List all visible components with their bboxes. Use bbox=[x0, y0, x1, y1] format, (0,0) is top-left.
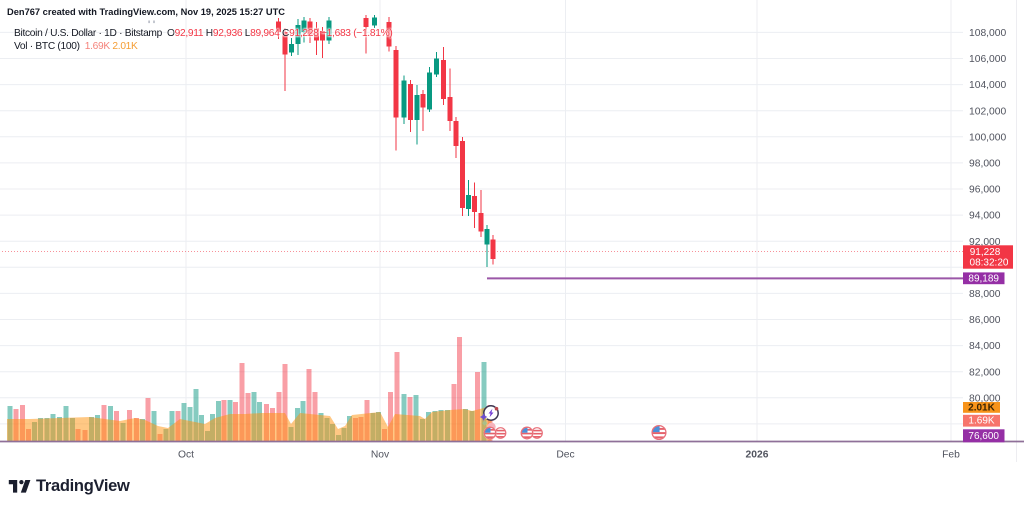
svg-text:102,000: 102,000 bbox=[969, 106, 1006, 117]
svg-text:108,000: 108,000 bbox=[969, 28, 1006, 39]
svg-text:106,000: 106,000 bbox=[969, 54, 1006, 65]
svg-text:2.01K: 2.01K bbox=[968, 402, 995, 413]
svg-text:98,000: 98,000 bbox=[969, 159, 1001, 170]
svg-text:08:32:20: 08:32:20 bbox=[970, 258, 1009, 269]
svg-text:2026: 2026 bbox=[746, 450, 769, 461]
svg-text:94,000: 94,000 bbox=[969, 211, 1001, 222]
svg-text:104,000: 104,000 bbox=[969, 80, 1006, 91]
svg-text:86,000: 86,000 bbox=[969, 315, 1001, 326]
svg-text:84,000: 84,000 bbox=[969, 341, 1001, 352]
svg-text:96,000: 96,000 bbox=[969, 185, 1001, 196]
svg-text:Nov: Nov bbox=[371, 450, 390, 461]
svg-text:Feb: Feb bbox=[942, 450, 960, 461]
svg-text:89,189: 89,189 bbox=[968, 273, 999, 284]
svg-text:91,228: 91,228 bbox=[970, 247, 1001, 258]
svg-text:1.69K: 1.69K bbox=[968, 416, 994, 427]
svg-text:92,000: 92,000 bbox=[969, 237, 1001, 248]
svg-text:Oct: Oct bbox=[178, 450, 194, 461]
svg-text:Dec: Dec bbox=[556, 450, 574, 461]
svg-text:80,000: 80,000 bbox=[969, 393, 1001, 404]
svg-text:76,600: 76,600 bbox=[968, 431, 999, 442]
svg-text:100,000: 100,000 bbox=[969, 132, 1006, 143]
svg-text:82,000: 82,000 bbox=[969, 367, 1001, 378]
svg-text:88,000: 88,000 bbox=[969, 289, 1001, 300]
